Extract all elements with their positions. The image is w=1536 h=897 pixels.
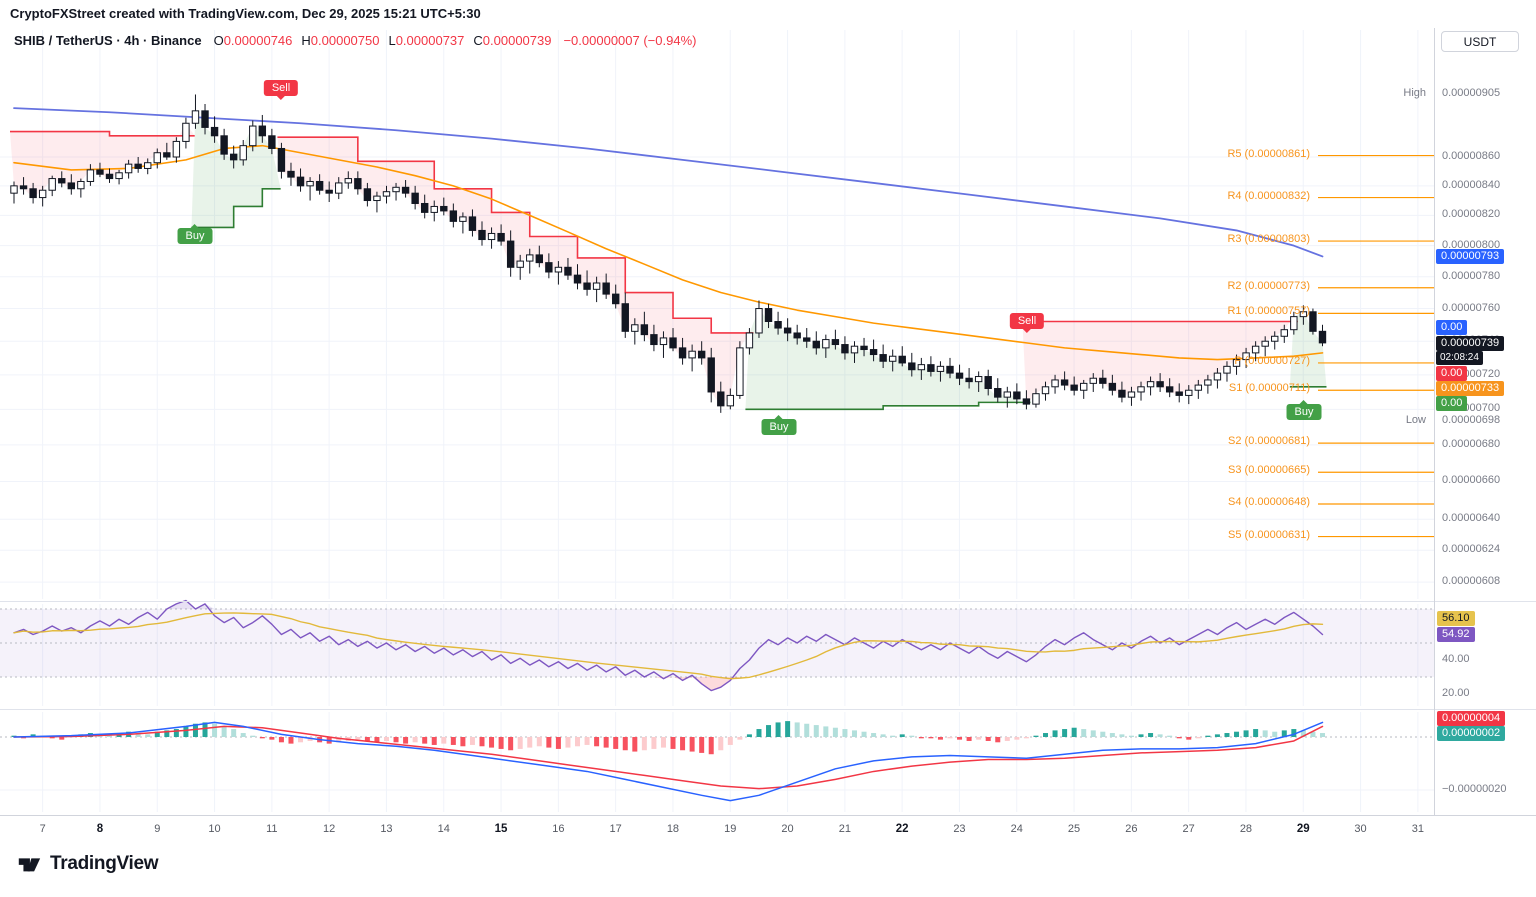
pivot-label-r2: R2 (0.00000773) xyxy=(1227,279,1310,292)
buy-signal-label: Buy xyxy=(761,419,797,435)
time-axis-label-19: 19 xyxy=(724,823,737,835)
price-scale-tick: 0.00000800 xyxy=(1442,238,1501,251)
price-scale-tick: 0.00000680 xyxy=(1442,437,1501,450)
chart-canvas[interactable] xyxy=(0,0,1536,845)
ohlc-readout: O0.00000746 H0.00000750 L0.00000737 C0.0… xyxy=(214,33,552,48)
time-axis-label-27: 27 xyxy=(1182,823,1195,835)
macd-axis-neg20: −0.00000020 xyxy=(1442,783,1507,795)
tradingview-logo[interactable]: TradingView xyxy=(16,851,159,877)
pivot-label-r5: R5 (0.00000861) xyxy=(1227,147,1310,160)
high-marker-label: High xyxy=(1403,87,1426,99)
time-axis-label-18: 18 xyxy=(666,823,680,835)
price-scale-tick: 0.00000820 xyxy=(1442,208,1501,221)
time-axis-label-29: 29 xyxy=(1296,823,1310,835)
pivot-labels-layer: R5 (0.00000861) R4 (0.00000832) R3 (0.0000… xyxy=(1227,147,1310,541)
sell-signal-label: Sell xyxy=(1009,313,1045,329)
price-scale-tick: 0.00000640 xyxy=(1442,512,1501,525)
macd-hist-badge: 0.00000002 xyxy=(1437,726,1506,741)
time-axis-label-30: 30 xyxy=(1354,823,1367,835)
last-price-badge: 0.00000739 xyxy=(1436,336,1505,351)
time-axis-label-10: 10 xyxy=(208,823,221,835)
pivot-label-s5: S5 (0.00000631) xyxy=(1228,528,1310,541)
pivot-label-r3: R3 (0.00000803) xyxy=(1227,233,1310,246)
time-axis-label-17: 17 xyxy=(609,823,622,835)
time-axis-label-13: 13 xyxy=(380,823,393,835)
symbol-row: SHIB / TetherUS · 4h · Binance O0.000007… xyxy=(14,33,696,48)
rsi-axis-20: 20.00 xyxy=(1442,687,1470,699)
price-scale-tick: 0.00000698 xyxy=(1442,414,1501,426)
open-readout: O0.00000746 xyxy=(213,33,293,48)
tradingview-wordmark: TradingView xyxy=(50,853,159,874)
price-scale-tick: 0.00000780 xyxy=(1442,269,1501,282)
price-scale-tick: 0.00000840 xyxy=(1442,178,1501,191)
time-axis-label-7: 7 xyxy=(39,823,46,835)
time-axis-label-24: 24 xyxy=(1010,823,1023,835)
pivot-label-r1: R1 (0.00000757) xyxy=(1227,305,1310,318)
time-axis-label-15: 15 xyxy=(494,823,508,835)
time-axis-label-8: 8 xyxy=(96,823,104,835)
price-scale-tick: 0.00000905 xyxy=(1442,87,1501,100)
time-axis-label-28: 28 xyxy=(1239,823,1253,835)
attribution-text: CryptoFXStreet created with TradingView.… xyxy=(10,6,481,21)
blue-zero-badge: 0.00 xyxy=(1436,320,1468,335)
pivot-label-p: P (0.00000727) xyxy=(1234,354,1310,367)
high-readout: H0.00000750 xyxy=(301,33,380,48)
price-scale-tick: 0.00000860 xyxy=(1442,150,1501,162)
time-axis-label-25: 25 xyxy=(1067,823,1081,835)
buy-signal-label: Buy xyxy=(1286,404,1322,420)
low-readout: L0.00000737 xyxy=(388,33,465,48)
time-axis-label-16: 16 xyxy=(552,823,565,835)
pivot-label-r4: R4 (0.00000832) xyxy=(1227,189,1310,202)
pivot-label-s2: S2 (0.00000681) xyxy=(1228,435,1310,448)
price-scale-tick: 0.00000760 xyxy=(1442,301,1501,314)
time-axis-label-22: 22 xyxy=(895,823,909,835)
close-readout: C0.00000739 xyxy=(473,33,552,48)
countdown-badge: 02:08:24 xyxy=(1436,351,1483,365)
time-axis-label-26: 26 xyxy=(1125,823,1138,835)
rsi-value-badge: 54.92 xyxy=(1437,627,1475,642)
green-zero-badge: 0.00 xyxy=(1436,396,1468,411)
attribution-bar: CryptoFXStreet created with TradingView.… xyxy=(0,0,1536,26)
symbol-title[interactable]: SHIB / TetherUS · 4h · Binance xyxy=(14,33,202,48)
price-scale[interactable]: 56.10 54.92 40.00 20.00 0.00000004 0.000… xyxy=(1434,0,1536,815)
time-axis-label-20: 20 xyxy=(781,823,794,835)
low-marker-label: Low xyxy=(1405,414,1426,426)
buy-signal-label: Buy xyxy=(177,228,213,244)
sell-signal-label: Sell xyxy=(263,80,299,96)
time-axis[interactable]: 7 8 9 10 11 12 13 14 15 16 17 18 19 20 21 22 23 24 25 26 27 2… xyxy=(0,816,1536,846)
change-readout: −0.00000007 (−0.94%) xyxy=(563,33,697,48)
time-axis-label-12: 12 xyxy=(323,823,336,835)
macd-signal-badge: 0.00000004 xyxy=(1437,711,1506,726)
rsi-axis-40: 40.00 xyxy=(1442,653,1470,665)
pivot-label-s4: S4 (0.00000648) xyxy=(1228,495,1310,508)
price-scale-tick: 0.00000608 xyxy=(1442,575,1501,588)
time-axis-label-14: 14 xyxy=(437,823,450,835)
orange-ma-value-badge: 0.00000733 xyxy=(1436,381,1505,396)
time-axis-label-23: 23 xyxy=(953,823,966,835)
blue-ma-value-badge: 0.00000793 xyxy=(1436,249,1505,264)
pivot-label-s1: S1 (0.00000711) xyxy=(1228,382,1310,395)
time-axis-label-21: 21 xyxy=(838,823,851,835)
tradingview-logo-mark xyxy=(18,858,41,872)
time-axis-label-9: 9 xyxy=(154,823,161,835)
time-axis-label-31: 31 xyxy=(1411,823,1424,835)
time-axis-label-11: 11 xyxy=(266,823,278,835)
currency-toggle-usdt[interactable]: USDT xyxy=(1441,31,1519,52)
red-zero-badge: 0.00 xyxy=(1436,366,1468,381)
price-scale-tick: 0.00000660 xyxy=(1442,474,1501,487)
rsi-ma-value-badge: 56.10 xyxy=(1437,611,1475,626)
pivot-label-s3: S3 (0.00000665) xyxy=(1228,464,1310,477)
price-scale-tick: 0.00000624 xyxy=(1442,543,1501,556)
